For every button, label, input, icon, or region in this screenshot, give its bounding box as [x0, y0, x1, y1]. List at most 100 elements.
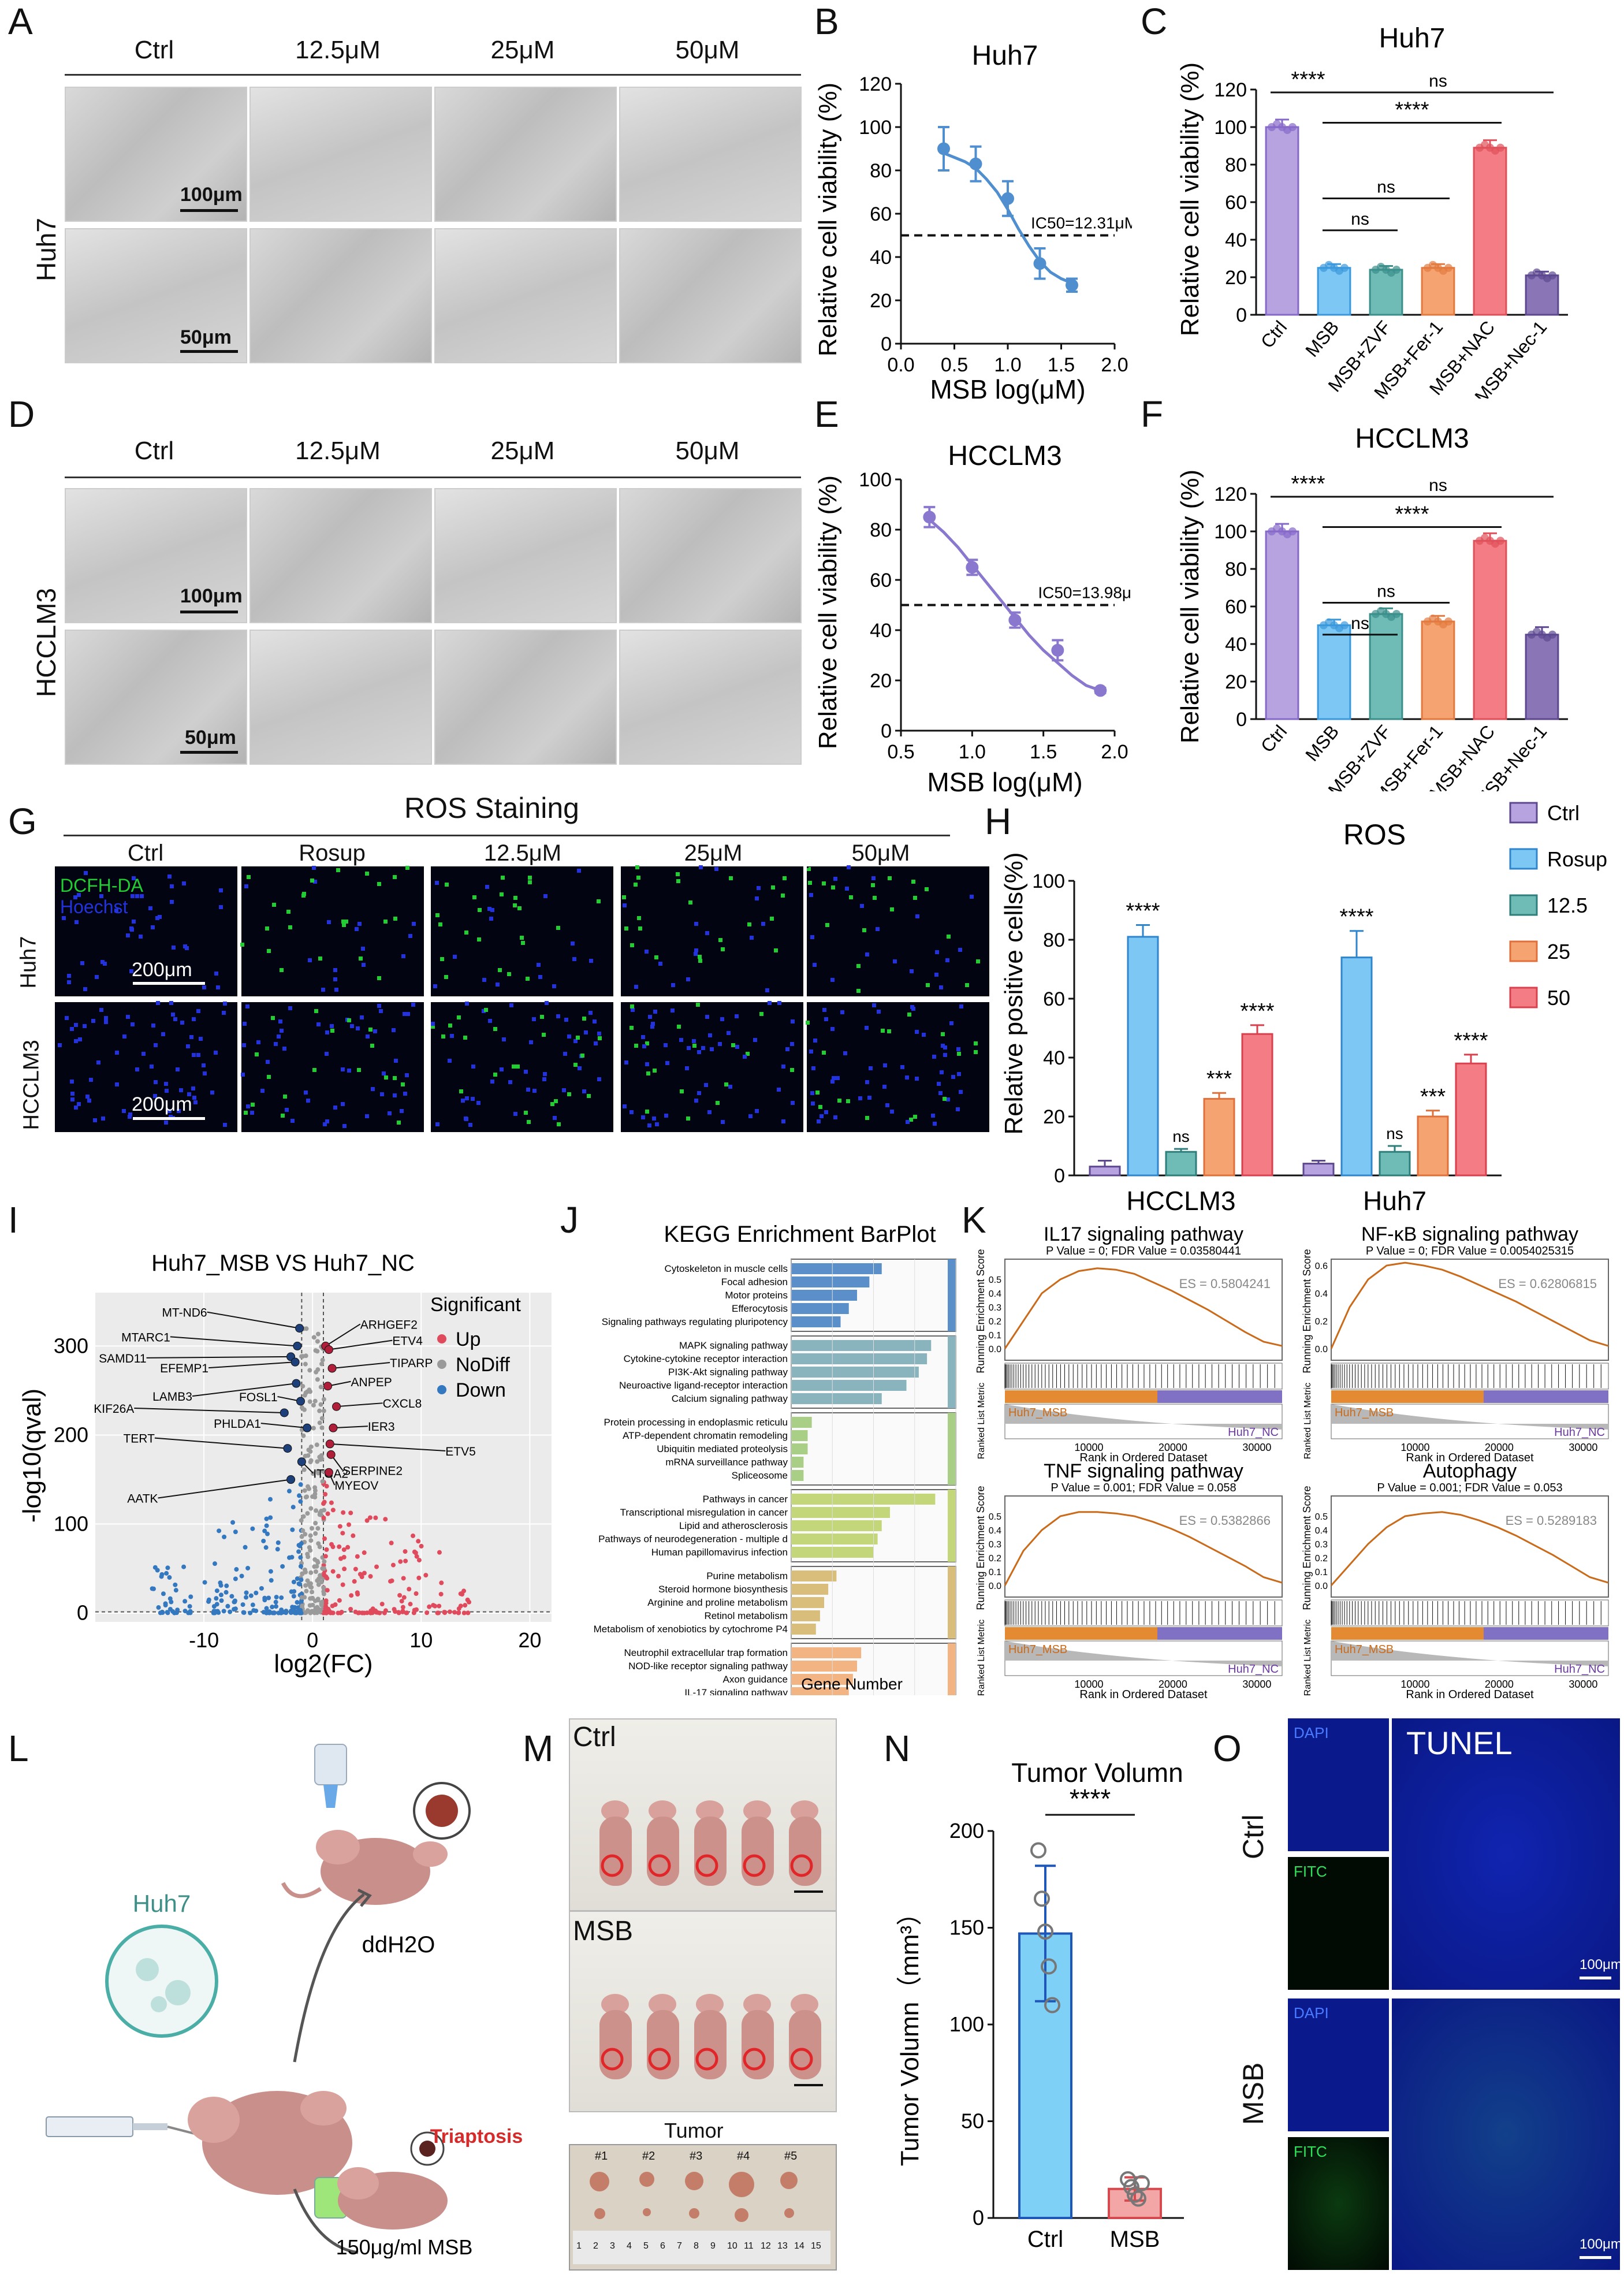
volcano-point: [330, 1508, 336, 1513]
panel-label-h: H: [985, 801, 1012, 842]
volcano-point: [273, 1599, 278, 1605]
volcano-point: [295, 1576, 300, 1581]
y-tick-label: 0.3: [989, 1540, 1001, 1550]
micrograph-d-12-low: [249, 488, 432, 623]
data-point: [1051, 643, 1064, 657]
panel-m-ctrl-label: Ctrl: [573, 1722, 616, 1752]
volcano-point: [230, 1520, 236, 1525]
volcano-point: [307, 1368, 312, 1373]
bar: [791, 1367, 919, 1378]
volcano-point: [313, 1531, 318, 1536]
panel-d-header-line: [65, 477, 801, 478]
gene-label-line: [154, 1437, 288, 1449]
micrograph-d-25-low: [434, 488, 617, 623]
cell-dots: [807, 1002, 809, 1004]
mouse-head: [791, 1994, 818, 2015]
gene-point: [286, 1475, 296, 1484]
group-color-strip: [948, 1259, 956, 1331]
term-label: Spliceosome: [732, 1470, 788, 1481]
bar: [1265, 126, 1299, 316]
volcano-point: [306, 1484, 311, 1489]
panel-o-ctrl-dapi-label: DAPI: [1294, 1724, 1329, 1741]
gene-label: SERPINE2: [342, 1464, 403, 1477]
volcano-point: [322, 1559, 327, 1564]
bar: [1340, 957, 1373, 1177]
panel-o-msb-fitc-label: FITC: [1294, 2143, 1327, 2160]
mouse-body-icon: [188, 2091, 352, 2195]
volcano-point: [367, 1515, 373, 1520]
y-tick-label: 0.4: [989, 1526, 1001, 1536]
gene-point: [327, 1364, 337, 1373]
volcano-point: [308, 1596, 313, 1601]
volcano-point: [318, 1385, 323, 1390]
volcano-point: [306, 1554, 311, 1560]
group-color-strip: [948, 1336, 956, 1408]
volcano-point: [317, 1420, 322, 1426]
volcano-point: [315, 1349, 320, 1354]
volcano-point: [308, 1570, 314, 1575]
mouse-body: [647, 1817, 679, 1886]
panel-g-title: ROS Staining: [404, 792, 579, 824]
volcano-point: [452, 1610, 457, 1615]
volcano-point: [325, 1511, 330, 1516]
x-tick-label: 20000: [1159, 1678, 1187, 1690]
volcano-point: [423, 1573, 429, 1578]
panel-e-chart: HCCLM3 0 20 40 60 80 100 0.5 1.0 1.5 2.0 IC50=13.9…: [814, 441, 1132, 797]
bar: [791, 1430, 808, 1441]
bar: [791, 1470, 804, 1481]
panel-n-chart: Tumor Volumn 0 50 100 150 200 Ctrl MSB **** Tum…: [896, 1758, 1184, 2252]
panel-c-title: Huh7: [1379, 23, 1446, 54]
volcano-point: [312, 1557, 318, 1562]
bar: [791, 1303, 849, 1314]
y-tick-label: 20: [1225, 671, 1247, 693]
ruler-mark: 7: [677, 2241, 682, 2251]
es-frame: [1004, 1259, 1283, 1361]
tumor-marker-icon: [648, 1854, 671, 1877]
panel-g-row-hcclm3: HCCLM3: [19, 1040, 44, 1130]
term-label: ATP-dependent chromatin remodeling: [623, 1430, 788, 1441]
bar: [1241, 1033, 1273, 1177]
volcano-point: [305, 1578, 310, 1583]
data-point: [1008, 613, 1022, 627]
volcano-point: [348, 1510, 353, 1516]
enrichment-curve: [1330, 1511, 1609, 1586]
volcano-point: [240, 1602, 245, 1607]
ruler-mark: 4: [627, 2241, 632, 2251]
mouse-body: [694, 2010, 727, 2079]
significance-label: ns: [1351, 210, 1369, 229]
ruler-mark: 13: [777, 2241, 788, 2251]
panel-l-treatment: 150μg/ml MSB: [336, 2235, 473, 2258]
replicate-point: [1288, 123, 1297, 131]
fluorescence-tile: [431, 1002, 613, 1132]
volcano-point: [383, 1517, 388, 1522]
gene-label: ANPEP: [351, 1376, 392, 1389]
panel-f-ylabel: Relative cell viability (%): [1176, 470, 1204, 743]
volcano-point: [250, 1602, 255, 1607]
gene-label: AATK: [127, 1493, 158, 1506]
gene-label: KIF26A: [94, 1402, 134, 1416]
panel-n-ylabel: Tumor Volumn（mm³）: [896, 1900, 924, 2166]
volcano-point: [337, 1524, 342, 1529]
volcano-point: [307, 1545, 312, 1550]
gene-point: [326, 1450, 336, 1459]
bar: [1317, 624, 1351, 720]
panel-h-ylabel: Relative positive cells(%): [1000, 852, 1028, 1134]
panel-b-ylabel: Relative cell viability (%): [814, 83, 842, 356]
panel-d-scale-bottom: 50μm: [185, 727, 236, 749]
volcano-point: [461, 1588, 467, 1594]
y-tick-label: 120: [1214, 79, 1247, 101]
volcano-point: [311, 1335, 316, 1340]
volcano-point: [465, 1610, 471, 1616]
y-tick-label: 40: [1043, 1047, 1065, 1069]
volcano-point: [170, 1609, 176, 1614]
panel-a-col-12-5: 12.5μM: [295, 36, 381, 64]
group-color-strip: [948, 1490, 956, 1562]
x-tick-label: 1.0: [994, 354, 1021, 376]
volcano-point: [278, 1610, 284, 1616]
y-tick-label: 0.1: [1315, 1568, 1328, 1577]
significance-label: ns: [1429, 72, 1447, 91]
panel-g-scale-top: 200μm: [132, 959, 192, 981]
tumor-marker-icon: [601, 2048, 624, 2071]
volcano-point: [296, 1549, 301, 1554]
volcano-point: [379, 1602, 385, 1607]
